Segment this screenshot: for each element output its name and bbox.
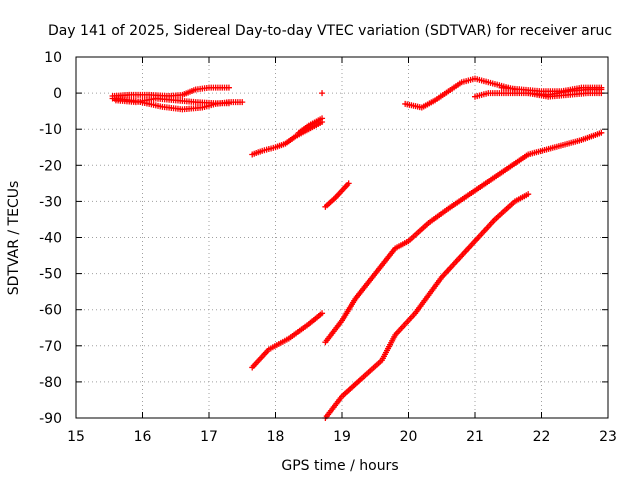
x-axis-label: GPS time / hours (281, 458, 398, 474)
y-tick-label: 10 (44, 50, 62, 66)
data-track-4 (319, 90, 326, 97)
data-track-13 (498, 84, 605, 95)
data-track-8 (249, 310, 326, 371)
data-track-11 (402, 75, 518, 111)
x-tick-label: 23 (599, 429, 617, 445)
x-tick-label: 20 (400, 429, 418, 445)
y-tick-label: -60 (39, 303, 62, 319)
grid-lines (76, 57, 608, 418)
data-points (109, 75, 605, 421)
y-tick-label: -70 (39, 339, 62, 355)
y-tick-label: -80 (39, 375, 62, 391)
data-track-10 (322, 191, 532, 421)
data-point (319, 90, 326, 97)
x-tick-label: 21 (466, 429, 484, 445)
x-axis-tick-labels: 15 16 17 18 19 20 21 22 23 (67, 429, 617, 445)
y-tick-label: -40 (39, 231, 62, 247)
data-track-5 (249, 118, 326, 158)
data-track-7 (322, 180, 352, 210)
y-tick-label: 0 (53, 86, 62, 102)
data-track-14 (525, 90, 605, 100)
x-tick-label: 18 (267, 429, 285, 445)
data-point (319, 310, 326, 317)
data-track-2 (109, 84, 232, 99)
y-axis-label: SDTVAR / TECUs (6, 181, 22, 296)
x-tick-label: 22 (533, 429, 551, 445)
y-axis-tick-labels: 10 0 -10 -20 -30 -40 -50 -60 -70 -80 -90 (39, 50, 62, 427)
y-tick-label: -30 (39, 194, 62, 210)
chart-title: Day 141 of 2025, Sidereal Day-to-day VTE… (48, 23, 612, 39)
y-tick-label: -20 (39, 158, 62, 174)
data-point (225, 100, 232, 107)
y-tick-label: -10 (39, 122, 62, 138)
x-tick-label: 15 (67, 429, 85, 445)
x-tick-label: 16 (134, 429, 152, 445)
y-tick-label: -50 (39, 267, 62, 283)
data-track-9 (322, 129, 605, 346)
y-tick-label: -90 (39, 411, 62, 427)
axis-ticks (75, 56, 609, 419)
data-point (225, 84, 232, 91)
data-point (239, 99, 246, 106)
data-point (598, 129, 605, 136)
data-track-3 (112, 95, 232, 107)
x-tick-label: 19 (333, 429, 351, 445)
data-track-6 (295, 115, 326, 136)
data-point (345, 180, 352, 187)
data-point (525, 191, 532, 198)
data-point (319, 115, 326, 122)
data-point (598, 84, 605, 91)
x-tick-label: 17 (200, 429, 218, 445)
